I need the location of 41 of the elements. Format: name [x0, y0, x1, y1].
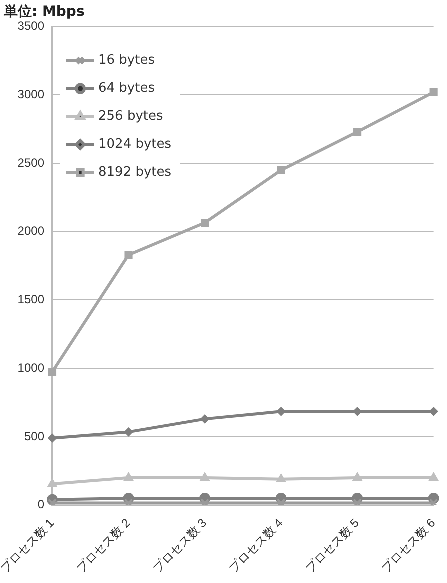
point: [277, 166, 286, 174]
point: [124, 251, 133, 260]
y-tick-label: 1000: [18, 360, 45, 375]
point: [200, 414, 210, 424]
y-tick-label: 0: [38, 498, 45, 512]
y-tick-label: 1500: [18, 292, 45, 307]
x-tick-label: プロセス数 3: [150, 516, 210, 576]
legend-label: 256 bytes: [98, 109, 164, 124]
point: [354, 128, 362, 136]
point: [200, 218, 210, 228]
y-tick-label: 3000: [18, 87, 45, 102]
legend-label: 64 bytes: [98, 81, 156, 96]
legend-label: 1024 bytes: [98, 137, 172, 152]
point: [429, 498, 438, 506]
point: [353, 498, 362, 506]
y-tick-label: 3500: [18, 19, 45, 34]
x-tick-label: プロセス数 4: [226, 516, 286, 576]
x-tick-label: プロセス数 6: [378, 516, 439, 576]
point: [124, 472, 134, 481]
point: [124, 428, 134, 437]
point: [48, 498, 58, 506]
point: [200, 472, 210, 481]
x-tick-label: プロセス数 5: [302, 516, 362, 576]
chart-title: 単位: Mbps: [3, 4, 85, 20]
point: [200, 498, 210, 506]
legend-label: 16 bytes: [98, 53, 156, 68]
x-tick-label: プロセス数 1: [0, 516, 58, 576]
point: [276, 474, 286, 482]
y-tick-label: 2000: [18, 224, 45, 238]
x-tick-label: プロセス数 2: [74, 516, 134, 576]
point: [430, 88, 438, 96]
y-tick-label: 500: [24, 429, 45, 444]
point: [428, 472, 439, 481]
point: [352, 472, 362, 481]
point: [276, 498, 286, 506]
point: [48, 368, 57, 376]
y-tick-label: 2500: [18, 156, 45, 170]
point: [48, 478, 58, 488]
legend-label: 8192 bytes: [98, 165, 172, 180]
point: [276, 407, 286, 416]
point: [124, 498, 134, 506]
